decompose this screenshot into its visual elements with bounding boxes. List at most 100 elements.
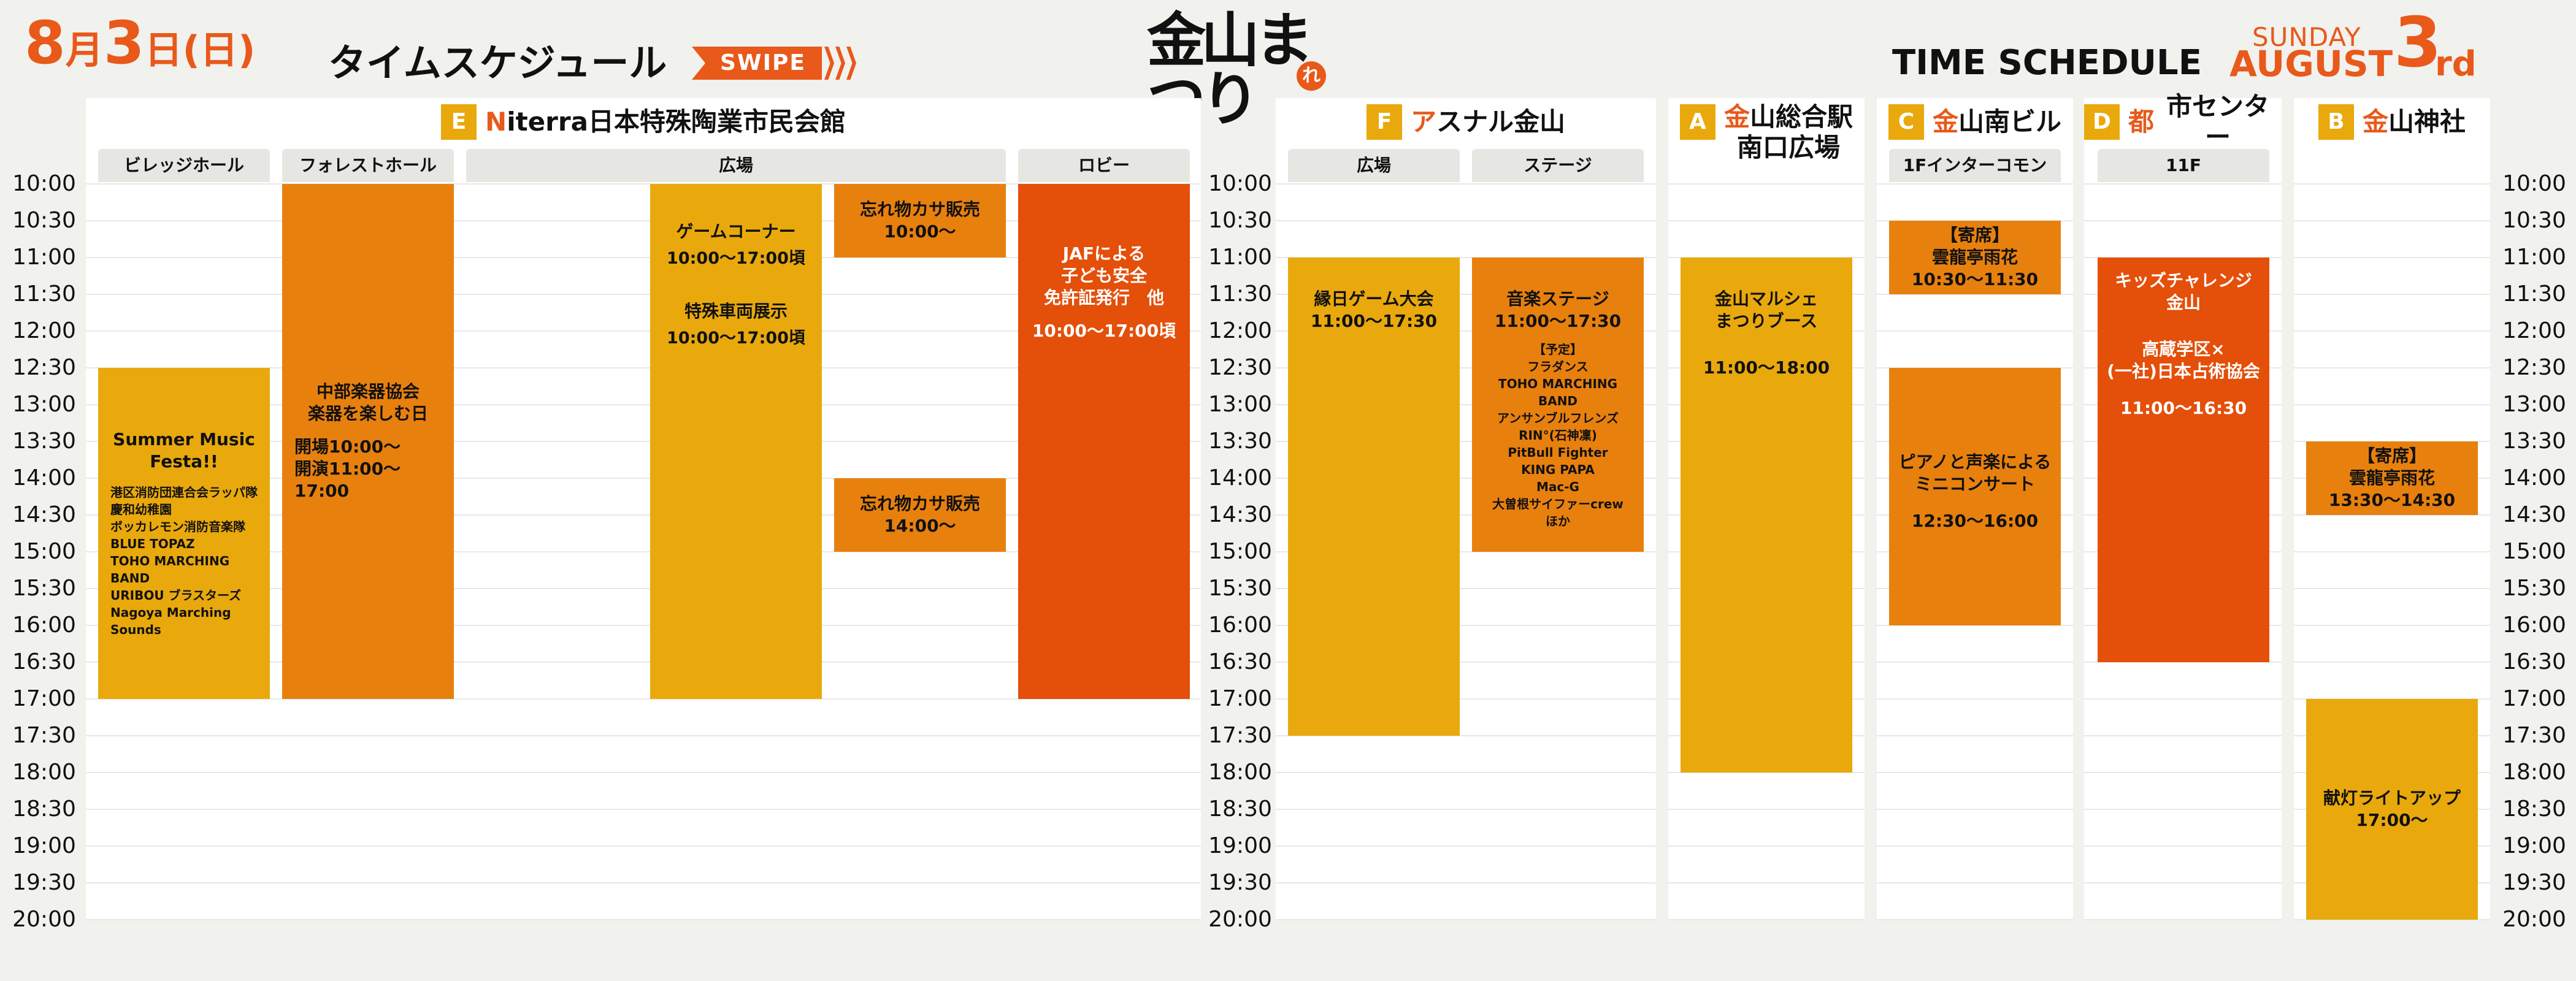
subhead-forest-hall: フォレストホール [282, 149, 454, 182]
event-title: JAFによる [1062, 243, 1146, 264]
event-ennichi-game[interactable]: 縁日ゲーム大会 11:00～17:30 [1288, 258, 1460, 736]
grid-line [1276, 183, 1656, 185]
act-item: PitBull Fighter [1508, 445, 1608, 460]
time-label: 15:00 [12, 539, 76, 564]
event-time: 14:00～ [884, 516, 956, 536]
time-label: 15:30 [1208, 576, 1272, 601]
event-lost-umbrella-sale-1[interactable]: 忘れ物カサ販売 10:00～ [834, 184, 1006, 258]
swipe-button[interactable]: SWIPE [692, 47, 857, 80]
act-item: 慶和幼稚園 [110, 502, 172, 517]
event-title-line2: 子ども安全 [1060, 265, 1147, 286]
grid-line [86, 772, 1201, 773]
date-month: 8 [25, 9, 66, 77]
grid-line [1276, 882, 1656, 884]
grid-line [86, 809, 1201, 810]
time-label: 17:30 [2502, 723, 2566, 748]
grid-line [1668, 220, 1865, 221]
grid-line [1668, 882, 1865, 884]
event-kanayama-marche[interactable]: 金山マルシェ まつりブース 11:00～18:00 [1681, 258, 1852, 773]
grid-line [86, 882, 1201, 884]
grid-line [2294, 625, 2490, 626]
venue-initial-a: 金 [1723, 102, 1750, 132]
event-open-time: 開場10:00～ [294, 437, 401, 457]
time-label: 19:30 [1208, 870, 1272, 895]
time-label: 17:00 [12, 686, 76, 711]
event-title-vehicle: 特殊車両展示 [684, 301, 788, 321]
time-label: 12:00 [2502, 318, 2566, 343]
event-time: 10:30～11:30 [1911, 269, 2039, 289]
time-label: 20:00 [12, 907, 76, 932]
time-label: 16:00 [12, 613, 76, 638]
venue-name-c: 山南ビル [1958, 107, 2062, 137]
venue-letter-a: A [1679, 104, 1715, 140]
logo-text: 金山まつり [1147, 6, 1314, 134]
grid-line [86, 588, 1201, 589]
grid-line [2294, 257, 2490, 258]
grid-line [86, 478, 1201, 479]
venue-letter-b: B [2318, 104, 2354, 140]
date-month-unit: 月 [65, 28, 104, 72]
event-lantern-lightup[interactable]: 献灯ライトアップ 17:00～ [2306, 699, 2478, 920]
event-time: 10:00～17:00頃 [1032, 321, 1176, 341]
event-game-corner[interactable]: ゲームコーナー 10:00～17:00頃 特殊車両展示 10:00～17:00頃 [650, 184, 822, 699]
time-label: 14:30 [12, 502, 76, 527]
grid-line [86, 183, 1201, 185]
grid-line [1668, 772, 1865, 773]
event-title-line3: 免許証発行 他 [1043, 288, 1164, 308]
grid-line [2294, 662, 2490, 663]
event-lost-umbrella-sale-2[interactable]: 忘れ物カサ販売 14:00～ [834, 478, 1006, 552]
venue-initial-d: 都 [2128, 107, 2155, 137]
grid-line [86, 625, 1201, 626]
time-label: 16:30 [2502, 649, 2566, 674]
time-label: 11:00 [1208, 245, 1272, 270]
grid-line [2084, 845, 2282, 847]
grid-line [1276, 330, 1656, 332]
time-label: 10:00 [12, 171, 76, 196]
venue-name-d: 市センター [2166, 91, 2270, 152]
act-item: ボッカレモン消防音楽隊 [110, 519, 245, 534]
time-label: 17:30 [12, 723, 76, 748]
grid-line [2294, 551, 2490, 552]
event-time: 11:00～17:30 [1494, 311, 1622, 331]
grid-line [86, 220, 1201, 221]
grid-line [2294, 183, 2490, 185]
event-title-line2: 雲龍亭雨花 [1931, 247, 2018, 267]
event-piano-concert[interactable]: ピアノと声楽による ミニコンサート 12:30～16:00 [1889, 368, 2061, 625]
event-jaf-safety[interactable]: JAFによる 子ども安全 免許証発行 他 10:00～17:00頃 [1018, 184, 1190, 699]
time-label: 17:00 [1208, 686, 1272, 711]
time-label: 13:00 [1208, 392, 1272, 417]
subhead-e-plaza: 広場 [466, 149, 1006, 182]
event-time-vehicle: 10:00～17:00頃 [667, 329, 805, 348]
grid-line [2084, 882, 2282, 884]
grid-line [86, 404, 1201, 405]
event-time: 11:00～18:00 [1703, 357, 1830, 378]
event-kids-challenge[interactable]: キッズチャレンジ 金山 高蔵学区× (一社)日本占術協会 11:00～16:30 [2098, 258, 2269, 662]
subhead-f-stage: ステージ [1472, 149, 1644, 182]
grid-line [1276, 367, 1656, 368]
time-label: 14:30 [2502, 502, 2566, 527]
time-label: 16:00 [2502, 613, 2566, 638]
event-chubu-instruments[interactable]: 中部楽器協会 楽器を楽しむ日 開場10:00～ 開演11:00～17:00 [282, 184, 454, 699]
time-label: 10:00 [2502, 171, 2566, 196]
grid-line [86, 919, 1201, 920]
time-label: 14:00 [12, 465, 76, 490]
grid-line [2294, 367, 2490, 368]
grid-line [2084, 809, 2282, 810]
grid-line [1877, 330, 2073, 332]
event-title-line2: ミニコンサート [1914, 474, 2035, 494]
venue-letter-d: D [2084, 104, 2120, 140]
time-label: 15:00 [1208, 539, 1272, 564]
time-label: 10:30 [12, 208, 76, 233]
venue-initial-c: 金 [1932, 107, 1958, 137]
act-item: 【予定】 [1533, 342, 1582, 357]
grid-line [86, 367, 1201, 368]
grid-line [86, 257, 1201, 258]
event-yose-1[interactable]: 【寄席】 雲龍亭雨花 10:30～11:30 [1889, 221, 2061, 294]
event-yose-2[interactable]: 【寄席】 雲龍亭雨花 13:30～14:30 [2306, 441, 2478, 515]
date-heading: 8 月 3 日 (日) [25, 13, 255, 87]
event-music-stage[interactable]: 音楽ステージ 11:00～17:30 【予定】 フラダンス TOHO MARCH… [1472, 258, 1644, 552]
grid-line [1877, 809, 2073, 810]
event-summer-music-festa[interactable]: Summer Music Festa!! 港区消防団連合会ラッパ隊 慶和幼稚園 … [98, 368, 270, 699]
date-day-unit: 日 [144, 28, 183, 72]
event-title-line2: 雲龍亭雨花 [2348, 468, 2435, 488]
